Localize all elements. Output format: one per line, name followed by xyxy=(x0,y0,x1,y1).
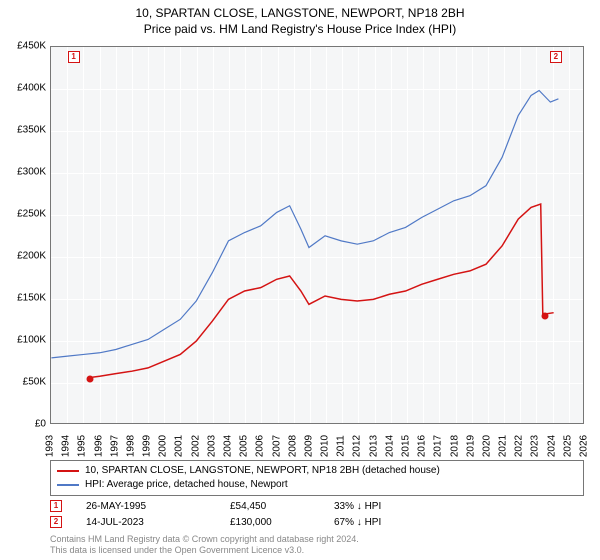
legend-label: 10, SPARTAN CLOSE, LANGSTONE, NEWPORT, N… xyxy=(85,464,440,478)
x-tick-label: 2015 xyxy=(401,435,412,457)
x-tick-label: 2025 xyxy=(562,435,573,457)
x-tick-label: 1993 xyxy=(45,435,56,457)
markers-table-row: 2 14-JUL-2023 £130,000 67% ↓ HPI xyxy=(50,514,584,530)
marker-date: 14-JUL-2023 xyxy=(86,517,206,528)
x-tick-label: 2008 xyxy=(287,435,298,457)
x-tick-label: 1996 xyxy=(93,435,104,457)
x-tick-label: 2001 xyxy=(174,435,185,457)
x-tick-label: 2023 xyxy=(530,435,541,457)
x-tick-label: 1998 xyxy=(125,435,136,457)
data-point-dot xyxy=(542,312,549,319)
x-tick-label: 2020 xyxy=(481,435,492,457)
x-tick-label: 2024 xyxy=(546,435,557,457)
legend-box: 10, SPARTAN CLOSE, LANGSTONE, NEWPORT, N… xyxy=(50,460,584,496)
footer-line-2: This data is licensed under the Open Gov… xyxy=(50,545,359,556)
marker-pct: 33% ↓ HPI xyxy=(334,501,434,512)
chart-svg xyxy=(51,47,583,423)
markers-table-row: 1 26-MAY-1995 £54,450 33% ↓ HPI xyxy=(50,498,584,514)
x-tick-label: 1994 xyxy=(61,435,72,457)
x-tick-label: 2016 xyxy=(417,435,428,457)
y-tick-label: £100K xyxy=(17,335,46,346)
x-tick-label: 2009 xyxy=(303,435,314,457)
x-tick-label: 2000 xyxy=(158,435,169,457)
x-tick-label: 2013 xyxy=(368,435,379,457)
chart-plot-area: 12 xyxy=(50,46,584,424)
title-line-1: 10, SPARTAN CLOSE, LANGSTONE, NEWPORT, N… xyxy=(0,6,600,20)
x-tick-label: 1999 xyxy=(142,435,153,457)
x-tick-label: 2022 xyxy=(514,435,525,457)
y-tick-label: £400K xyxy=(17,83,46,94)
legend-swatch xyxy=(57,470,79,472)
y-tick-label: £150K xyxy=(17,293,46,304)
x-tick-label: 1995 xyxy=(77,435,88,457)
x-tick-label: 2014 xyxy=(384,435,395,457)
x-axis: 1993199419951996199719981999200020012002… xyxy=(50,424,584,464)
markers-table: 1 26-MAY-1995 £54,450 33% ↓ HPI 2 14-JUL-2023… xyxy=(50,498,584,530)
data-point-dot xyxy=(86,376,93,383)
legend-row: HPI: Average price, detached house, Newp… xyxy=(57,478,577,492)
x-tick-label: 2003 xyxy=(206,435,217,457)
marker-date: 26-MAY-1995 xyxy=(86,501,206,512)
x-tick-label: 2006 xyxy=(255,435,266,457)
legend-label: HPI: Average price, detached house, Newp… xyxy=(85,478,288,492)
y-tick-label: £200K xyxy=(17,251,46,262)
x-tick-label: 2017 xyxy=(433,435,444,457)
marker-price: £130,000 xyxy=(230,517,310,528)
series-line-hpi xyxy=(51,90,558,357)
x-tick-label: 2005 xyxy=(239,435,250,457)
y-tick-label: £350K xyxy=(17,125,46,136)
y-tick-label: £50K xyxy=(23,377,46,388)
x-tick-label: 2007 xyxy=(271,435,282,457)
marker-id-box: 2 xyxy=(50,516,62,528)
y-axis: £0£50K£100K£150K£200K£250K£300K£350K£400… xyxy=(0,46,50,424)
x-tick-label: 2026 xyxy=(579,435,590,457)
marker-price: £54,450 xyxy=(230,501,310,512)
x-tick-label: 2010 xyxy=(320,435,331,457)
legend-row: 10, SPARTAN CLOSE, LANGSTONE, NEWPORT, N… xyxy=(57,464,577,478)
footer-attribution: Contains HM Land Registry data © Crown c… xyxy=(50,534,359,556)
marker-box-1: 1 xyxy=(68,51,80,63)
x-tick-label: 2004 xyxy=(223,435,234,457)
x-tick-label: 1997 xyxy=(109,435,120,457)
marker-pct: 67% ↓ HPI xyxy=(334,517,434,528)
y-tick-label: £0 xyxy=(35,419,46,430)
series-line-property xyxy=(90,204,554,377)
footer-line-1: Contains HM Land Registry data © Crown c… xyxy=(50,534,359,545)
x-tick-label: 2021 xyxy=(498,435,509,457)
legend-swatch xyxy=(57,484,79,486)
y-tick-label: £450K xyxy=(17,41,46,52)
x-tick-label: 2002 xyxy=(190,435,201,457)
title-line-2: Price paid vs. HM Land Registry's House … xyxy=(0,22,600,36)
x-tick-label: 2011 xyxy=(336,435,347,457)
marker-id-box: 1 xyxy=(50,500,62,512)
y-tick-label: £250K xyxy=(17,209,46,220)
x-tick-label: 2018 xyxy=(449,435,460,457)
x-tick-label: 2012 xyxy=(352,435,363,457)
marker-box-2: 2 xyxy=(550,51,562,63)
y-tick-label: £300K xyxy=(17,167,46,178)
chart-title-block: 10, SPARTAN CLOSE, LANGSTONE, NEWPORT, N… xyxy=(0,0,600,36)
x-tick-label: 2019 xyxy=(465,435,476,457)
